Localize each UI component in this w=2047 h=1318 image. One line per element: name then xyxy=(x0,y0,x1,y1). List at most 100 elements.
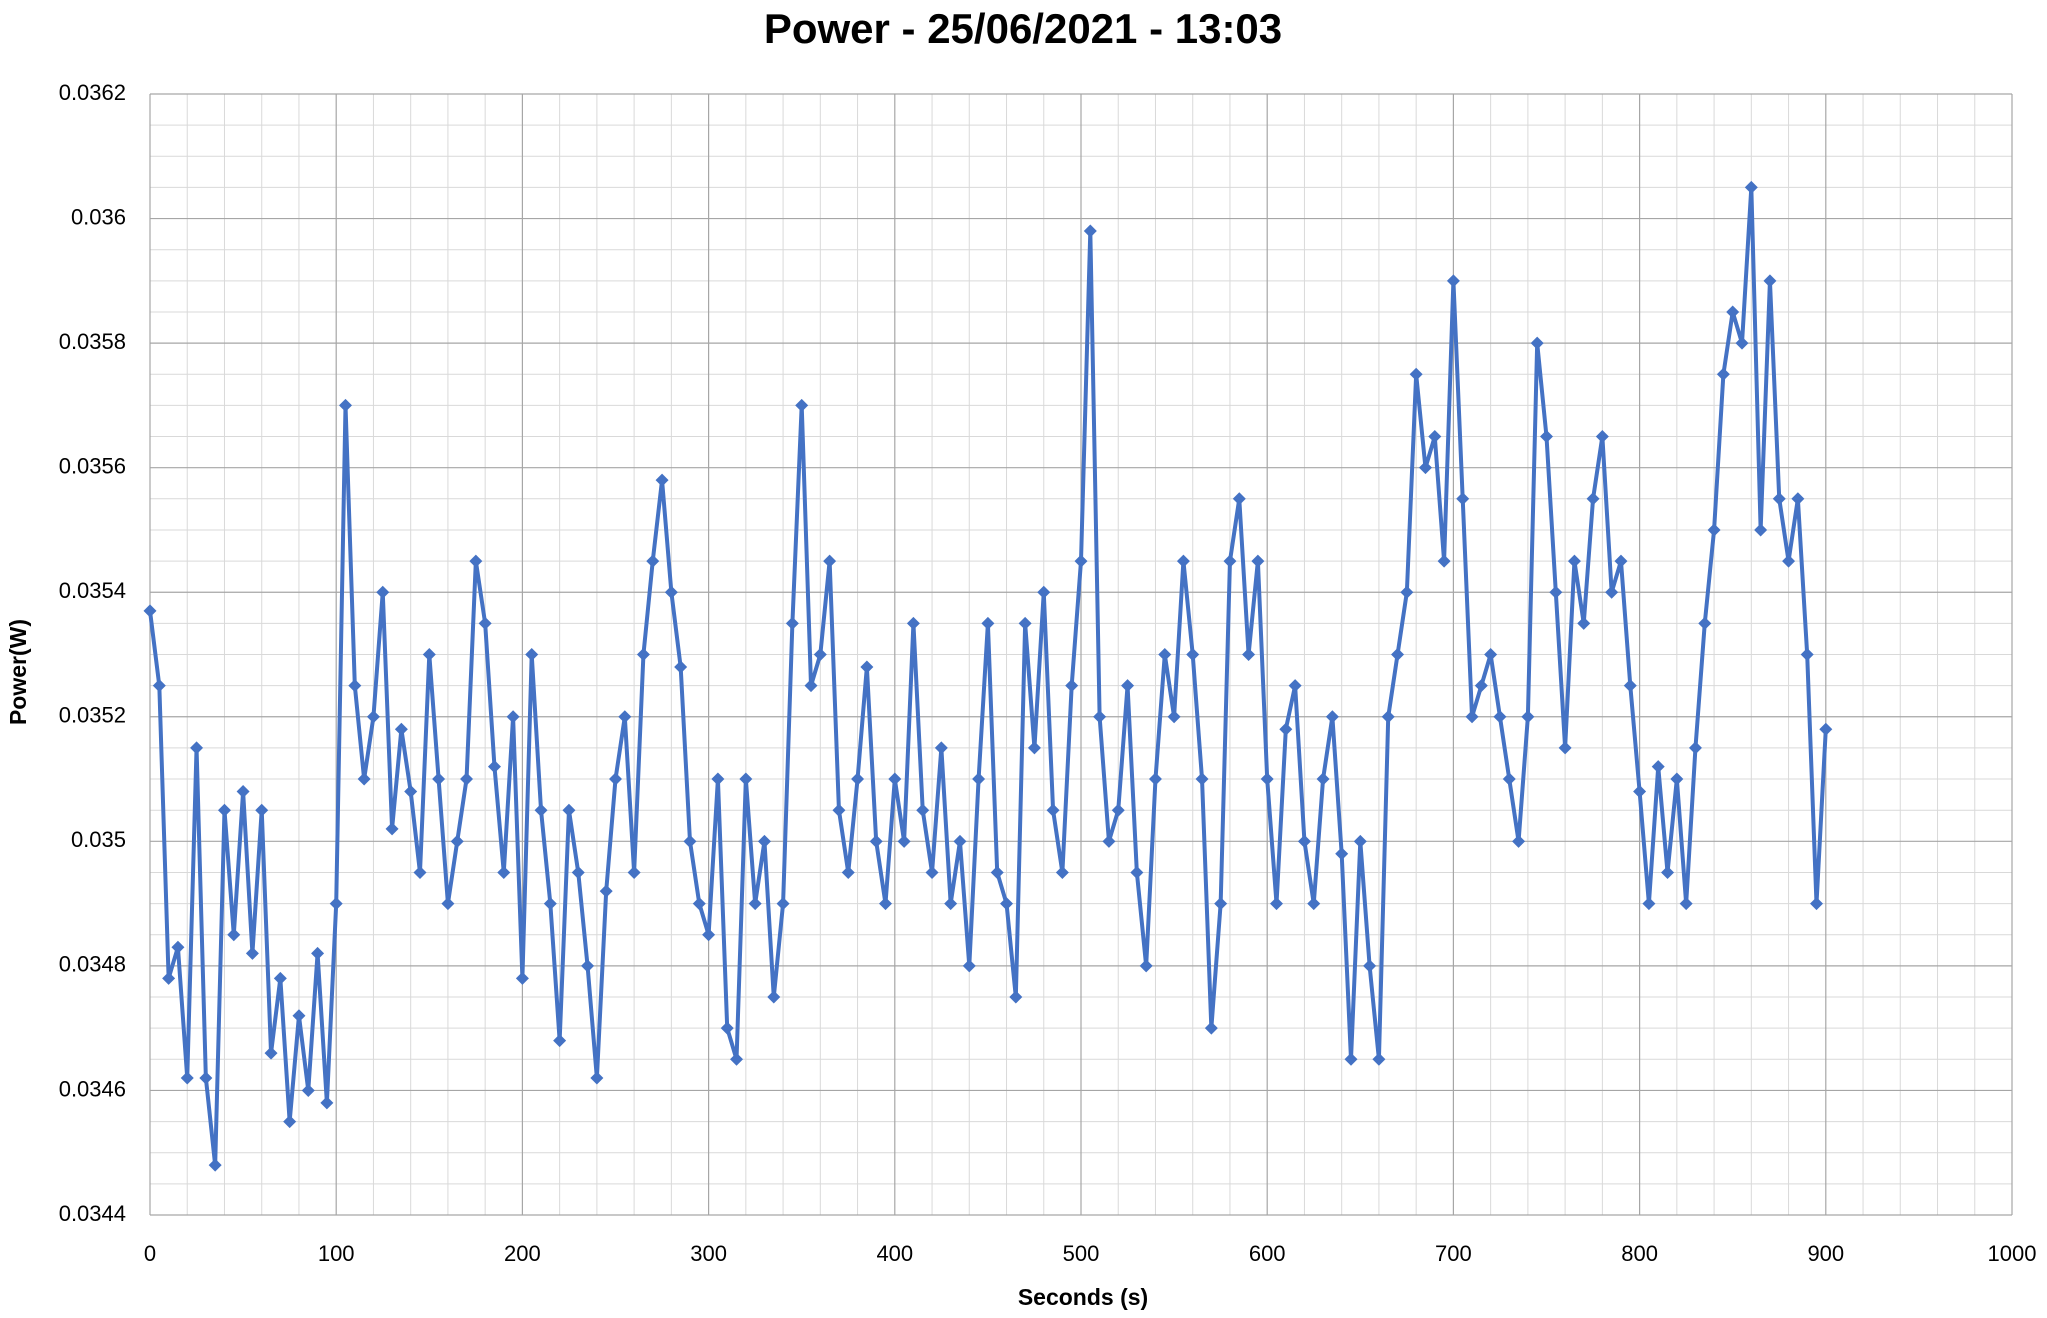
data-point xyxy=(1474,679,1488,693)
data-point xyxy=(1782,554,1796,568)
data-point xyxy=(1465,710,1479,724)
data-point xyxy=(934,741,948,755)
data-point xyxy=(1139,959,1153,973)
data-point xyxy=(664,585,678,599)
data-point xyxy=(748,897,762,911)
data-point xyxy=(990,865,1004,879)
y-tick-label: 0.035 xyxy=(71,827,126,852)
data-point xyxy=(1763,274,1777,288)
data-point xyxy=(1130,865,1144,879)
data-point xyxy=(1148,772,1162,786)
data-point xyxy=(590,1071,604,1085)
data-point xyxy=(739,772,753,786)
data-point xyxy=(1418,461,1432,475)
data-point xyxy=(618,710,632,724)
data-point xyxy=(1083,224,1097,238)
data-point xyxy=(1232,492,1246,506)
data-point xyxy=(1046,803,1060,817)
x-tick-label: 1000 xyxy=(1988,1241,2037,1266)
data-point xyxy=(795,398,809,412)
data-point xyxy=(506,710,520,724)
data-point xyxy=(1614,554,1628,568)
data-point xyxy=(1186,648,1200,661)
x-tick-label: 400 xyxy=(876,1241,913,1266)
data-point xyxy=(1344,1052,1358,1066)
y-tick-label: 0.0346 xyxy=(59,1076,126,1101)
x-tick-label: 600 xyxy=(1249,1241,1286,1266)
data-point xyxy=(143,604,157,618)
data-point xyxy=(1772,492,1786,506)
data-point xyxy=(339,398,353,412)
data-point xyxy=(972,772,986,786)
data-point xyxy=(757,834,771,848)
data-point xyxy=(916,803,930,817)
data-point xyxy=(1409,367,1423,381)
data-point xyxy=(404,785,418,799)
data-point xyxy=(1353,834,1367,848)
x-tick-label: 200 xyxy=(504,1241,541,1266)
data-point xyxy=(1065,679,1079,693)
data-point xyxy=(171,940,185,954)
data-point xyxy=(1661,865,1675,879)
x-tick-label: 0 xyxy=(144,1241,156,1266)
y-tick-label: 0.0344 xyxy=(59,1201,126,1226)
data-point xyxy=(357,772,371,786)
x-tick-label: 300 xyxy=(690,1241,727,1266)
data-point xyxy=(497,865,511,879)
data-point xyxy=(1670,772,1684,786)
data-point xyxy=(1055,865,1069,879)
data-point xyxy=(1623,679,1637,693)
data-point xyxy=(1158,648,1172,661)
data-point xyxy=(1176,554,1190,568)
data-point xyxy=(1679,897,1693,911)
data-point xyxy=(1223,554,1237,568)
data-point xyxy=(1027,741,1041,755)
data-point xyxy=(1307,897,1321,911)
data-point xyxy=(1000,897,1014,911)
data-point xyxy=(1437,554,1451,568)
data-point xyxy=(394,722,408,736)
data-point xyxy=(441,897,455,911)
data-point xyxy=(1819,722,1833,736)
data-point xyxy=(1698,616,1712,630)
data-point xyxy=(1325,710,1339,724)
data-point xyxy=(646,554,660,568)
data-point xyxy=(1214,897,1228,911)
data-point xyxy=(1558,741,1572,755)
data-point xyxy=(1446,274,1460,288)
data-point xyxy=(1800,648,1814,661)
data-point xyxy=(776,897,790,911)
data-point xyxy=(311,946,325,960)
data-point xyxy=(1521,710,1535,724)
data-point xyxy=(1111,803,1125,817)
data-point xyxy=(1316,772,1330,786)
data-point xyxy=(1716,367,1730,381)
x-tick-label: 700 xyxy=(1435,1241,1472,1266)
data-point xyxy=(1530,336,1544,350)
data-point xyxy=(1372,1052,1386,1066)
data-point xyxy=(525,648,539,661)
data-point xyxy=(1754,523,1768,537)
data-point xyxy=(376,585,390,599)
data-point xyxy=(152,679,166,693)
data-point xyxy=(487,760,501,774)
data-point xyxy=(1260,772,1274,786)
data-point xyxy=(1744,180,1758,194)
y-axis-label: Power(W) xyxy=(5,619,31,725)
data-point xyxy=(860,660,874,674)
data-point xyxy=(1037,585,1051,599)
x-tick-label: 100 xyxy=(318,1241,355,1266)
data-point xyxy=(944,897,958,911)
data-point xyxy=(478,616,492,630)
data-point xyxy=(674,660,688,674)
data-point xyxy=(227,928,241,942)
x-tick-label: 800 xyxy=(1621,1241,1658,1266)
data-point xyxy=(460,772,474,786)
data-point xyxy=(292,1009,306,1023)
data-point xyxy=(190,741,204,755)
data-point xyxy=(1577,616,1591,630)
data-point xyxy=(1400,585,1414,599)
data-point xyxy=(1651,760,1665,774)
data-point xyxy=(599,884,613,898)
data-point xyxy=(1567,554,1581,568)
